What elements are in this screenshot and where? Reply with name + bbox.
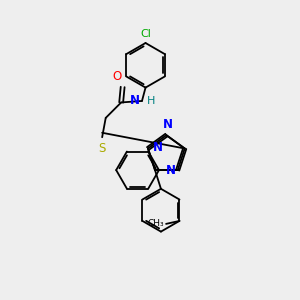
Text: N: N (166, 164, 176, 177)
Text: N: N (130, 94, 140, 107)
Text: CH₃: CH₃ (148, 219, 165, 228)
Text: N: N (153, 140, 163, 154)
Text: O: O (113, 70, 122, 83)
Text: N: N (163, 118, 172, 131)
Text: S: S (98, 142, 105, 155)
Text: Cl: Cl (140, 28, 151, 38)
Text: H: H (147, 96, 156, 106)
